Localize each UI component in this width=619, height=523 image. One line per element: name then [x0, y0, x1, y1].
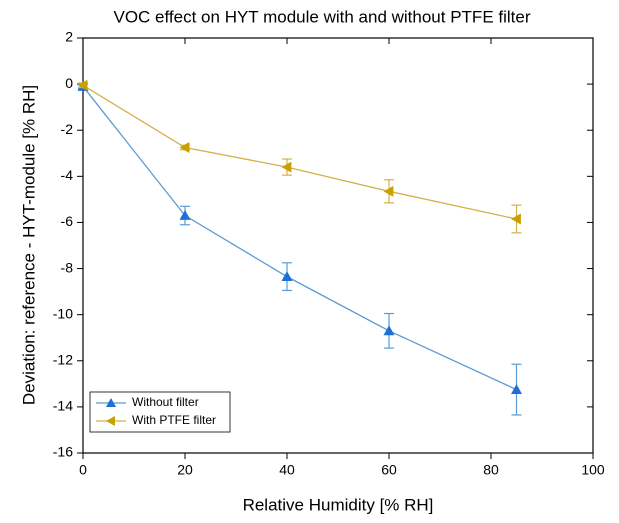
x-tick-label: 80 — [483, 462, 499, 478]
y-tick-label: -6 — [61, 213, 74, 229]
legend-box — [89, 391, 231, 433]
legend-label: With PTFE filter — [132, 413, 216, 427]
x-tick-label: 60 — [381, 462, 397, 478]
plot-frame — [82, 37, 594, 454]
x-tick-label: 100 — [581, 462, 605, 478]
legend: Without filter With PTFE filter — [89, 391, 231, 433]
data-point — [511, 384, 522, 394]
x-axis-label: Relative Humidity [% RH] — [243, 495, 434, 514]
y-tick-label: 0 — [65, 75, 73, 91]
x-tick-label: 20 — [177, 462, 193, 478]
y-tick-label: -10 — [53, 305, 73, 321]
legend-label: Without filter — [132, 395, 199, 409]
x-tick-label: 40 — [279, 462, 295, 478]
legend-marker — [106, 398, 116, 407]
y-tick-label: -4 — [61, 167, 74, 183]
data-point — [281, 161, 292, 173]
data-point — [383, 185, 394, 197]
y-tick-label: 2 — [65, 29, 73, 45]
chart-title: VOC effect on HYT module with and withou… — [114, 7, 531, 26]
data-point — [179, 142, 190, 154]
data-point — [77, 79, 88, 91]
data-point — [383, 325, 395, 336]
y-tick-label: -14 — [53, 398, 73, 414]
y-tick-label: -12 — [53, 351, 73, 367]
data-point — [511, 213, 521, 225]
series-line — [82, 86, 517, 391]
x-tick-label: 0 — [79, 462, 87, 478]
y-tick-label: -8 — [61, 259, 74, 275]
y-axis-label: Deviation: reference - HYT-module [% RH] — [19, 85, 38, 405]
series-line — [82, 84, 517, 220]
y-tick-label: -2 — [61, 121, 74, 137]
data-point — [281, 271, 293, 282]
y-tick-label: -16 — [53, 444, 73, 460]
data-point — [179, 210, 191, 220]
legend-marker — [106, 416, 115, 426]
